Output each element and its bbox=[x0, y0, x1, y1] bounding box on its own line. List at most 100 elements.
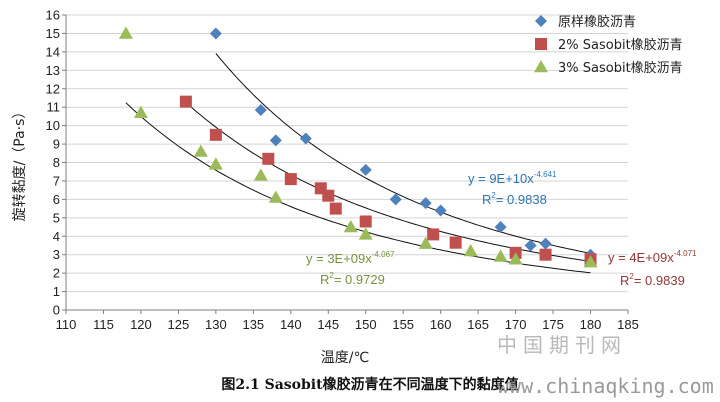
data-point-series-0 bbox=[299, 132, 312, 145]
legend-label-series-2: 3% Sasobit橡胶沥青 bbox=[558, 60, 683, 76]
r2-r-original: R bbox=[482, 192, 491, 207]
y-tick-label: 7 bbox=[53, 173, 60, 188]
data-point-series-2 bbox=[463, 244, 478, 257]
eq-exp-2pct: -4.071 bbox=[674, 249, 697, 258]
x-tick-label: 180 bbox=[580, 317, 602, 332]
data-point-series-1 bbox=[359, 215, 372, 228]
x-axis-title: 温度/℃ bbox=[321, 350, 369, 366]
data-point-series-1 bbox=[449, 236, 462, 249]
data-point-series-2 bbox=[343, 220, 358, 233]
data-point-series-0 bbox=[434, 204, 447, 217]
x-tick-label: 115 bbox=[93, 317, 114, 332]
y-tick-label: 6 bbox=[53, 192, 60, 207]
r2-value-3pct: = 0.9729 bbox=[334, 272, 385, 287]
x-tick-label: 135 bbox=[242, 317, 264, 332]
y-tick-label: 13 bbox=[46, 63, 60, 78]
legend: 原样橡胶沥青 2% Sasobit橡胶沥青 3% Sasobit橡胶沥青 bbox=[534, 14, 683, 76]
y-axis-title: 旋转黏度/（Pa·s） bbox=[12, 105, 28, 222]
data-point-series-2 bbox=[583, 255, 598, 268]
r2-value-original: = 0.9838 bbox=[496, 192, 547, 207]
x-tick-label: 170 bbox=[505, 317, 527, 332]
x-tick-label: 130 bbox=[205, 317, 227, 332]
trendline-series-1 bbox=[185, 102, 591, 262]
data-point-series-2 bbox=[193, 144, 208, 157]
x-tick-label: 125 bbox=[168, 317, 190, 332]
x-tick-label: 175 bbox=[542, 317, 564, 332]
data-point-series-1 bbox=[427, 228, 440, 241]
data-point-series-2 bbox=[268, 190, 283, 203]
legend-marker-series-1 bbox=[535, 38, 547, 50]
eq-original: y = 9E+10x bbox=[468, 171, 534, 186]
legend-marker-series-2 bbox=[534, 60, 548, 73]
y-tick-label: 4 bbox=[53, 229, 60, 244]
eq-exp-3pct: -4.067 bbox=[372, 250, 395, 259]
data-point-series-2 bbox=[208, 157, 223, 170]
y-tick-label: 0 bbox=[53, 303, 60, 318]
eq-3pct: y = 3E+09x bbox=[306, 251, 372, 266]
legend-marker-series-0 bbox=[535, 15, 547, 27]
data-point-series-2 bbox=[118, 26, 133, 39]
y-tick-label: 3 bbox=[53, 247, 60, 262]
x-tick-label: 110 bbox=[56, 317, 77, 332]
data-point-series-1 bbox=[179, 95, 192, 108]
data-point-series-0 bbox=[389, 193, 402, 206]
data-point-series-1 bbox=[539, 248, 552, 261]
x-tick-label: 120 bbox=[130, 317, 152, 332]
data-point-series-1 bbox=[284, 173, 297, 186]
x-tick-label: 185 bbox=[617, 317, 639, 332]
data-point-series-0 bbox=[359, 163, 372, 176]
y-tick-label: 1 bbox=[53, 284, 60, 299]
data-point-series-0 bbox=[419, 197, 432, 210]
data-point-series-2 bbox=[358, 227, 373, 240]
y-tick-label: 10 bbox=[46, 118, 60, 133]
data-point-series-1 bbox=[209, 128, 222, 141]
y-tick-label: 16 bbox=[46, 8, 60, 23]
trendline-series-0 bbox=[215, 53, 591, 254]
data-point-series-2 bbox=[508, 252, 523, 265]
x-tick-label: 150 bbox=[355, 317, 377, 332]
r2-r-2pct: R bbox=[620, 273, 629, 288]
y-tick-label: 9 bbox=[53, 137, 60, 152]
x-tick-label: 155 bbox=[392, 317, 414, 332]
data-point-series-1 bbox=[322, 189, 335, 202]
eq-label-3pct: y = 3E+09x-4.067 bbox=[306, 250, 395, 266]
watermark-cn: 中国期刊网 bbox=[497, 333, 627, 357]
data-point-series-0 bbox=[539, 237, 552, 250]
x-tick-label: 160 bbox=[430, 317, 452, 332]
eq-2pct: y = 4E+09x bbox=[608, 250, 674, 265]
y-tick-label: 14 bbox=[46, 44, 60, 59]
data-point-series-2 bbox=[253, 168, 268, 181]
y-tick-label: 11 bbox=[47, 100, 61, 115]
data-point-series-0 bbox=[254, 103, 267, 116]
y-tick-label: 15 bbox=[46, 26, 60, 41]
data-point-series-0 bbox=[269, 134, 282, 147]
eq-exp-original: -4.641 bbox=[534, 170, 557, 179]
eq-label-2pct: y = 4E+09x-4.071 bbox=[608, 249, 697, 265]
y-tick-label: 5 bbox=[53, 210, 60, 225]
legend-label-series-1: 2% Sasobit橡胶沥青 bbox=[558, 37, 683, 53]
data-point-series-0 bbox=[494, 221, 507, 234]
figure-caption: 图2.1 Sasobit橡胶沥青在不同温度下的黏度值 bbox=[221, 376, 518, 393]
y-tick-label: 2 bbox=[53, 266, 60, 281]
data-point-series-2 bbox=[418, 236, 433, 249]
r2-r-3pct: R bbox=[320, 272, 329, 287]
data-point-series-0 bbox=[524, 239, 537, 252]
r2-value-2pct: = 0.9839 bbox=[634, 273, 685, 288]
data-point-series-1 bbox=[262, 152, 275, 165]
axes bbox=[62, 14, 629, 314]
watermark-url: www.chinaqking.com bbox=[497, 374, 714, 398]
r2-label-2pct: R2= 0.9839 bbox=[620, 272, 685, 288]
data-points bbox=[118, 26, 598, 268]
x-tick-label: 145 bbox=[317, 317, 339, 332]
r2-label-3pct: R2= 0.9729 bbox=[320, 271, 385, 287]
r2-label-original: R2= 0.9838 bbox=[482, 191, 547, 207]
eq-label-original: y = 9E+10x-4.641 bbox=[468, 170, 557, 186]
data-point-series-2 bbox=[493, 249, 508, 262]
data-point-series-0 bbox=[209, 27, 222, 40]
x-tick-label: 140 bbox=[280, 317, 302, 332]
data-point-series-2 bbox=[133, 105, 148, 118]
trendlines bbox=[125, 53, 591, 274]
y-tick-label: 12 bbox=[46, 81, 60, 96]
